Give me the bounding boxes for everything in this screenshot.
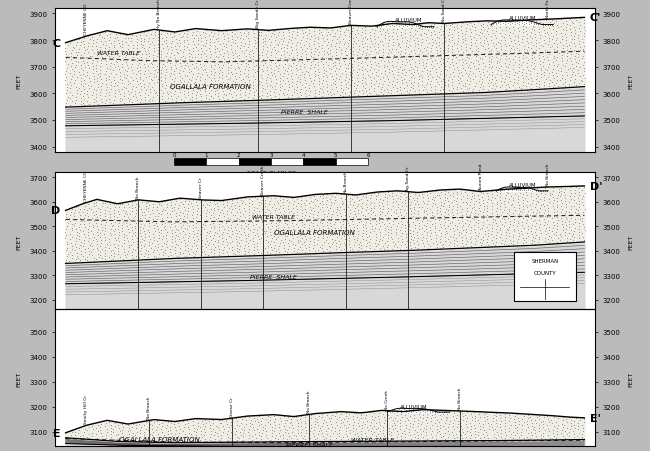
Bar	[206, 159, 239, 166]
Text: 3: 3	[269, 152, 273, 157]
Text: D: D	[51, 206, 60, 216]
Text: FEET: FEET	[16, 234, 21, 249]
Bar	[174, 159, 206, 166]
Text: No Branch: No Branch	[307, 390, 311, 412]
Text: 6: 6	[367, 152, 370, 157]
Text: 5: 5	[334, 152, 337, 157]
Text: Beaver Creek: Beaver Creek	[261, 165, 265, 195]
Text: PIERRE  SHALE: PIERRE SHALE	[250, 275, 296, 280]
Text: ALLUVIUM: ALLUVIUM	[400, 404, 428, 409]
Text: FEET: FEET	[16, 73, 21, 88]
Text: Beaver Cr: Beaver Cr	[198, 177, 203, 198]
Text: E': E'	[590, 413, 601, 423]
Text: D': D'	[590, 181, 602, 192]
Text: No Branch: No Branch	[546, 163, 550, 185]
Text: No Branch: No Branch	[136, 176, 140, 198]
Text: No Branch: No Branch	[147, 396, 151, 419]
Text: PIERRE  SHALE: PIERRE SHALE	[286, 442, 333, 447]
Text: COUNTY: COUNTY	[534, 271, 556, 276]
Bar	[239, 159, 271, 166]
Text: No Branch: No Branch	[458, 387, 462, 409]
Text: WATER TABLE: WATER TABLE	[97, 51, 140, 56]
Text: ALLUVIUM: ALLUVIUM	[509, 16, 537, 21]
FancyBboxPatch shape	[514, 253, 575, 302]
Text: WATER TABLE: WATER TABLE	[252, 215, 296, 220]
Text: ALLUVIUM: ALLUVIUM	[395, 18, 422, 23]
Text: 0: 0	[172, 152, 176, 157]
Text: No-Sand Cr: No-Sand Cr	[442, 0, 447, 22]
Bar	[271, 159, 304, 166]
Text: Smoky Hill Cr: Smoky Hill Cr	[84, 394, 88, 423]
Text: Ag-Sand Cr: Ag-Sand Cr	[406, 166, 410, 190]
Text: 4: 4	[302, 152, 305, 157]
Text: FEET: FEET	[629, 234, 634, 249]
Text: C': C'	[590, 14, 601, 23]
Text: 2: 2	[237, 152, 240, 157]
Text: FEET: FEET	[629, 73, 634, 88]
Bar	[304, 159, 336, 166]
Text: North Fork: North Fork	[546, 0, 550, 18]
Bar	[336, 159, 368, 166]
Text: SCALE IN MILES: SCALE IN MILES	[246, 171, 296, 176]
Text: PIERRE  SHALE: PIERRE SHALE	[281, 110, 328, 115]
Text: CHEYENNE CO: CHEYENNE CO	[84, 4, 88, 35]
Text: WATER TABLE: WATER TABLE	[351, 437, 394, 442]
Text: Beaver Creek: Beaver Creek	[349, 0, 353, 24]
Text: OGALLALA FORMATION: OGALLALA FORMATION	[274, 230, 355, 235]
Text: No Creek: No Creek	[385, 389, 389, 409]
Text: Big Sandy Cr: Big Sandy Cr	[255, 0, 259, 28]
Text: CHEYENNE CO: CHEYENNE CO	[84, 170, 88, 201]
Text: C: C	[52, 39, 60, 49]
Text: No-Branch: No-Branch	[344, 170, 348, 193]
Text: Goose Cr: Goose Cr	[229, 396, 233, 416]
Text: SHERMAN: SHERMAN	[531, 258, 558, 263]
Text: FEET: FEET	[16, 371, 21, 386]
Text: OGALLALA FORMATION: OGALLALA FORMATION	[170, 84, 252, 90]
Text: Aurora Pond: Aurora Pond	[478, 164, 482, 190]
Text: OGALLALA FORMATION: OGALLALA FORMATION	[118, 436, 200, 442]
Text: FEET: FEET	[629, 371, 634, 386]
Text: 1: 1	[205, 152, 208, 157]
Text: Hy No Branch: Hy No Branch	[157, 0, 161, 29]
Text: E: E	[53, 428, 60, 438]
Text: ALLUVIUM: ALLUVIUM	[509, 183, 537, 188]
